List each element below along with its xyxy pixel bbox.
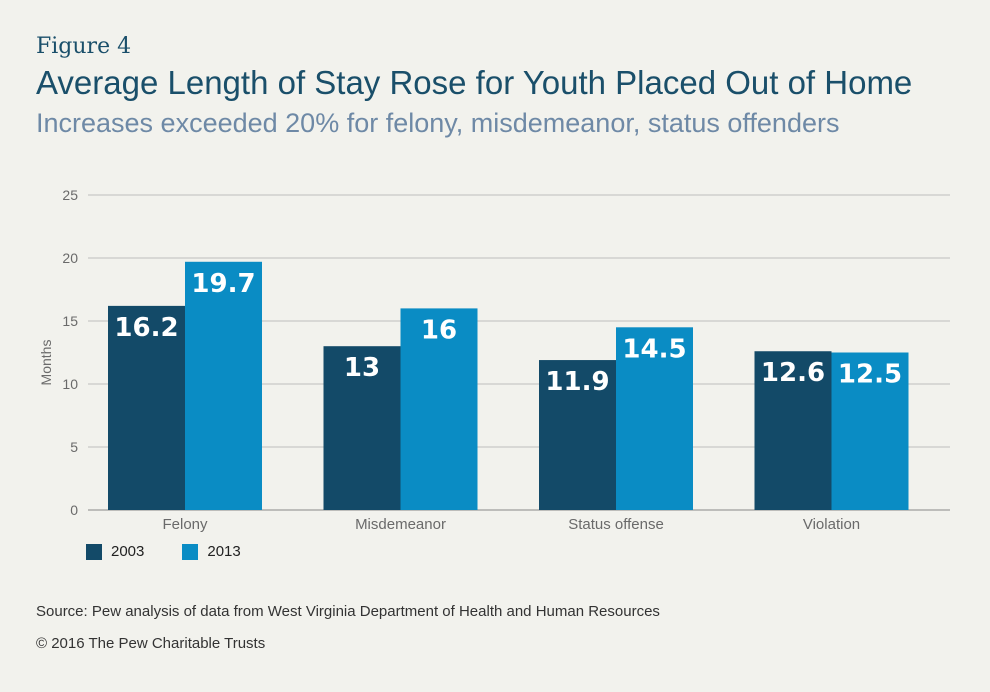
data-label: 13 [344, 353, 380, 383]
legend-swatch-2013 [182, 543, 199, 560]
legend-item-2003: 2003 [86, 543, 144, 560]
x-tick-label: Status offense [568, 516, 664, 533]
legend-swatch-2003 [86, 543, 102, 560]
y-axis-title: Months [38, 340, 54, 386]
data-label: 16.2 [114, 313, 178, 343]
x-tick-label: Felony [162, 516, 208, 533]
bar-2003-felony [108, 305, 185, 510]
bar-2013-felony [185, 261, 262, 510]
y-tick-label: 5 [70, 439, 78, 455]
bar-2013-violation [831, 352, 909, 510]
figure-label: Figure 4 [36, 34, 132, 59]
legend-label-2013: 2013 [207, 543, 241, 560]
legend: 2003 2013 [86, 543, 279, 560]
data-label: 11.9 [545, 367, 609, 397]
chart-title: Average Length of Stay Rose for Youth Pl… [36, 64, 913, 101]
data-label: 16 [421, 315, 457, 345]
y-tick-label: 0 [70, 502, 78, 518]
data-label: 14.5 [622, 334, 686, 364]
legend-label-2003: 2003 [111, 543, 145, 560]
data-label: 12.6 [761, 358, 825, 388]
y-tick-label: 25 [62, 187, 78, 203]
source-note: Source: Pew analysis of data from West V… [36, 603, 660, 620]
bar-2003-misdemeanor [323, 346, 401, 510]
data-label: 12.5 [838, 360, 902, 390]
bar-2003-status-offense [539, 360, 616, 510]
data-label: 19.7 [191, 269, 255, 299]
x-tick-label: Violation [803, 516, 860, 533]
chart-subtitle: Increases exceeded 20% for felony, misde… [36, 108, 840, 138]
bar-2013-status-offense [616, 327, 693, 510]
copyright-note: © 2016 The Pew Charitable Trusts [36, 635, 266, 652]
y-tick-label: 15 [62, 313, 78, 329]
bar-2003-violation [754, 351, 832, 510]
bar-chart: 0 5 10 15 20 25 Months 16.2 19.7 Felony 13 16 Misdem… [38, 187, 950, 533]
y-tick-label: 10 [62, 376, 78, 392]
x-tick-label: Misdemeanor [355, 516, 446, 533]
y-tick-label: 20 [62, 250, 78, 266]
legend-item-2013: 2013 [182, 543, 241, 560]
bar-2013-misdemeanor [400, 308, 478, 510]
